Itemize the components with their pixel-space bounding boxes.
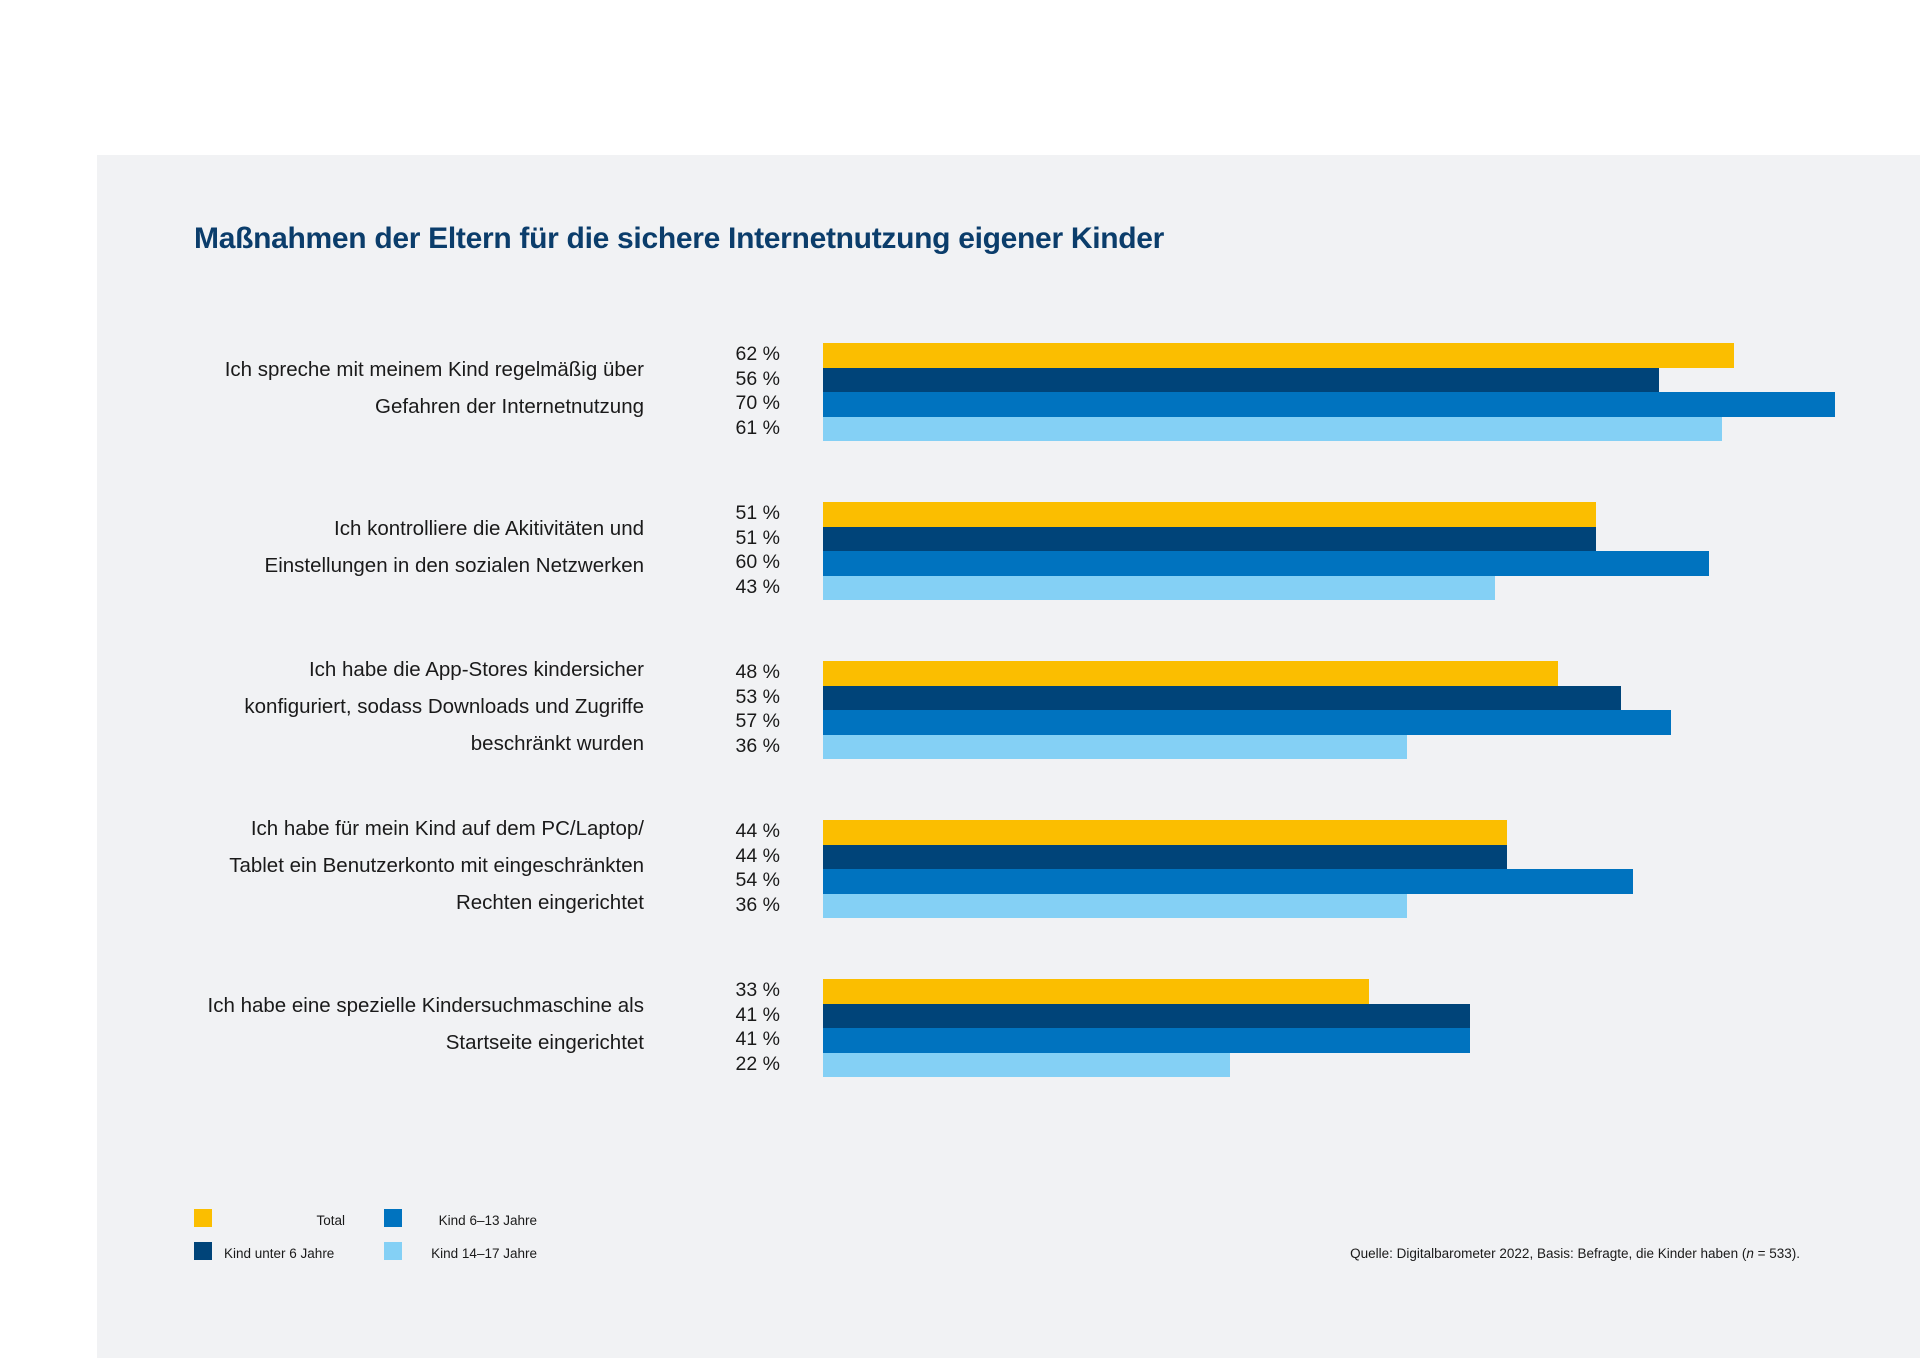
legend-label: Kind 6–13 Jahre (438, 1213, 537, 1228)
value-label: 43 % (735, 575, 780, 598)
value-label: 62 % (735, 343, 780, 365)
category-label: Ich kontrolliere die Akitivitäten und Ein… (124, 510, 644, 584)
bar (823, 575, 1495, 600)
legend-swatch (384, 1242, 402, 1260)
legend-swatch (194, 1242, 212, 1260)
category-label-line: beschränkt wurden (470, 731, 644, 755)
category-label: Ich spreche mit meinem Kind regelmäßig ü… (124, 351, 644, 425)
category-label-line: Ich kontrolliere die Akitivitäten und (334, 517, 644, 540)
value-label: 60 % (735, 551, 780, 573)
category-label-line: Einstellungen in den sozialen Netzwerken (264, 554, 644, 577)
category-label: Ich habe eine spezielle Kindersuchmaschi… (124, 987, 644, 1061)
value-label: 44 % (735, 820, 780, 842)
category-label-line: Startseite eingerichtet (445, 1031, 644, 1054)
value-label: 48 % (735, 661, 780, 683)
value-label: 36 % (735, 734, 780, 757)
value-label: 57 % (735, 710, 780, 732)
category-label-line: Tablet ein Benutzerkonto mit eingeschrän… (229, 853, 644, 877)
bar (823, 1003, 1470, 1028)
value-label: 41 % (735, 1028, 780, 1050)
bar (823, 551, 1709, 576)
value-label: 70 % (735, 392, 780, 414)
value-label: 51 % (735, 502, 780, 524)
bar (823, 734, 1407, 759)
legend-label: Kind unter 6 Jahre (224, 1246, 335, 1261)
category-label: Ich habe die App-Stores kindersicher konf… (124, 651, 644, 762)
category-label-line: Rechten eingerichtet (455, 890, 644, 914)
source-prefix: Quelle: Digitalbarometer 2022, Basis: Be… (1350, 1246, 1747, 1261)
source-note: Quelle: Digitalbarometer 2022, Basis: Be… (1350, 1246, 1800, 1261)
source-n: n (1746, 1246, 1754, 1261)
bar (823, 844, 1508, 869)
legend-swatch (194, 1209, 212, 1227)
value-label: 41 % (735, 1003, 780, 1026)
bar (823, 979, 1369, 1004)
value-label: 33 % (735, 979, 780, 1001)
legend-label: Total (316, 1213, 345, 1228)
bar (823, 661, 1558, 686)
bar (823, 1028, 1470, 1053)
category-label: Ich habe für mein Kind auf dem PC/Laptop… (124, 810, 644, 921)
bar (823, 392, 1835, 417)
chart-title: Maßnahmen der Eltern für die sichere Int… (194, 222, 1165, 255)
category-label-line: konfiguriert, sodass Downloads und Zugri… (244, 694, 644, 718)
source-suffix: = 533). (1753, 1246, 1800, 1261)
bar (823, 526, 1596, 551)
bar (823, 343, 1735, 368)
bar (823, 710, 1672, 735)
value-label: 36 % (735, 893, 780, 916)
category-label-line: Ich spreche mit meinem Kind regelmäßig ü… (224, 358, 644, 381)
bar (823, 416, 1722, 441)
legend-swatch (384, 1209, 402, 1227)
bar (823, 869, 1634, 894)
value-label: 61 % (735, 416, 780, 439)
category-label-line: Ich habe für mein Kind auf dem PC/Laptop… (250, 816, 644, 840)
category-label-line: Ich habe die App-Stores kindersicher (308, 657, 644, 681)
value-label: 51 % (735, 526, 780, 549)
bar (823, 367, 1659, 392)
bar (823, 820, 1508, 845)
value-label: 44 % (735, 844, 780, 867)
value-label: 54 % (735, 869, 780, 891)
bar (823, 685, 1621, 710)
value-label: 53 % (735, 685, 780, 708)
category-label-line: Gefahren der Internetnutzung (375, 395, 644, 418)
bar (823, 893, 1407, 918)
bar (823, 1052, 1231, 1077)
category-label-line: Ich habe eine spezielle Kindersuchmaschi… (207, 994, 644, 1017)
value-label: 22 % (735, 1052, 780, 1075)
value-label: 56 % (735, 367, 780, 390)
bar (823, 502, 1596, 527)
legend-label: Kind 14–17 Jahre (431, 1246, 537, 1261)
